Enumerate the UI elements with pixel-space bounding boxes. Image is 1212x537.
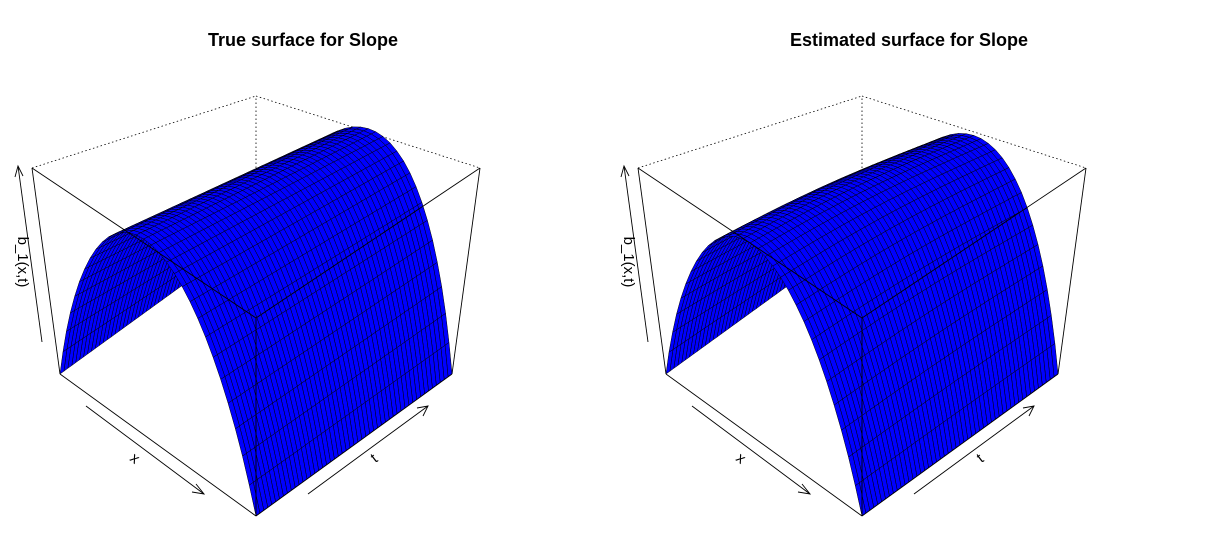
x-axis-label: x (733, 449, 750, 467)
box-edge (31, 167, 61, 375)
box-edge (637, 167, 863, 319)
hidden-box-edges (637, 95, 1087, 232)
surface (59, 126, 453, 517)
x-axis-arrow (691, 405, 811, 495)
z-axis-arrow (17, 165, 43, 343)
x-axis-label: x (127, 449, 144, 467)
surface-plot-true: x t b_1(x,t) (14, 95, 481, 517)
box-edge (59, 373, 257, 517)
z-axis-arrow (623, 165, 649, 343)
z-axis-label: b_1(x,t) (14, 237, 31, 288)
t-arrowhead (416, 405, 429, 417)
box-edge (1057, 167, 1087, 375)
estimated-surface-panel: Estimated surface for Slope x t b_1(x,t) (606, 0, 1212, 537)
t-arrowhead (1022, 405, 1035, 417)
z-axis-label: b_1(x,t) (620, 237, 637, 288)
box-edge (861, 373, 1059, 517)
chart-title: True surface for Slope (207, 30, 399, 50)
box-edge (255, 373, 453, 517)
box-edge (637, 167, 667, 375)
box-edge (31, 95, 257, 169)
z-arrowhead (620, 164, 630, 178)
x-axis-arrow (85, 405, 205, 495)
surface-plot-estimated: x t b_1(x,t) (620, 95, 1087, 517)
surface (665, 133, 1059, 517)
chart-title: Estimated surface for Slope (789, 30, 1029, 50)
true-surface-panel: True surface for Slope x t b_1(x,t) (14, 30, 481, 517)
x-arrowhead (191, 483, 206, 495)
box-edge (665, 373, 863, 517)
box-edge (861, 95, 1087, 169)
t-axis-arrow (307, 405, 429, 495)
x-arrowhead (797, 483, 812, 495)
box-edge (255, 95, 481, 169)
box-edge (31, 167, 257, 319)
t-axis-label: t (973, 450, 987, 466)
t-axis-label: t (367, 450, 381, 466)
box-edge (861, 167, 1087, 319)
t-axis-arrow (913, 405, 1035, 495)
box-edges (637, 167, 1087, 517)
box-edge (255, 167, 481, 319)
hidden-box-edges (31, 95, 481, 232)
box-edges (31, 167, 481, 517)
box-edge (637, 95, 863, 169)
z-arrowhead (14, 164, 24, 178)
axis-arrows (14, 164, 429, 495)
box-edge (451, 167, 481, 375)
axis-arrows (620, 164, 1035, 495)
